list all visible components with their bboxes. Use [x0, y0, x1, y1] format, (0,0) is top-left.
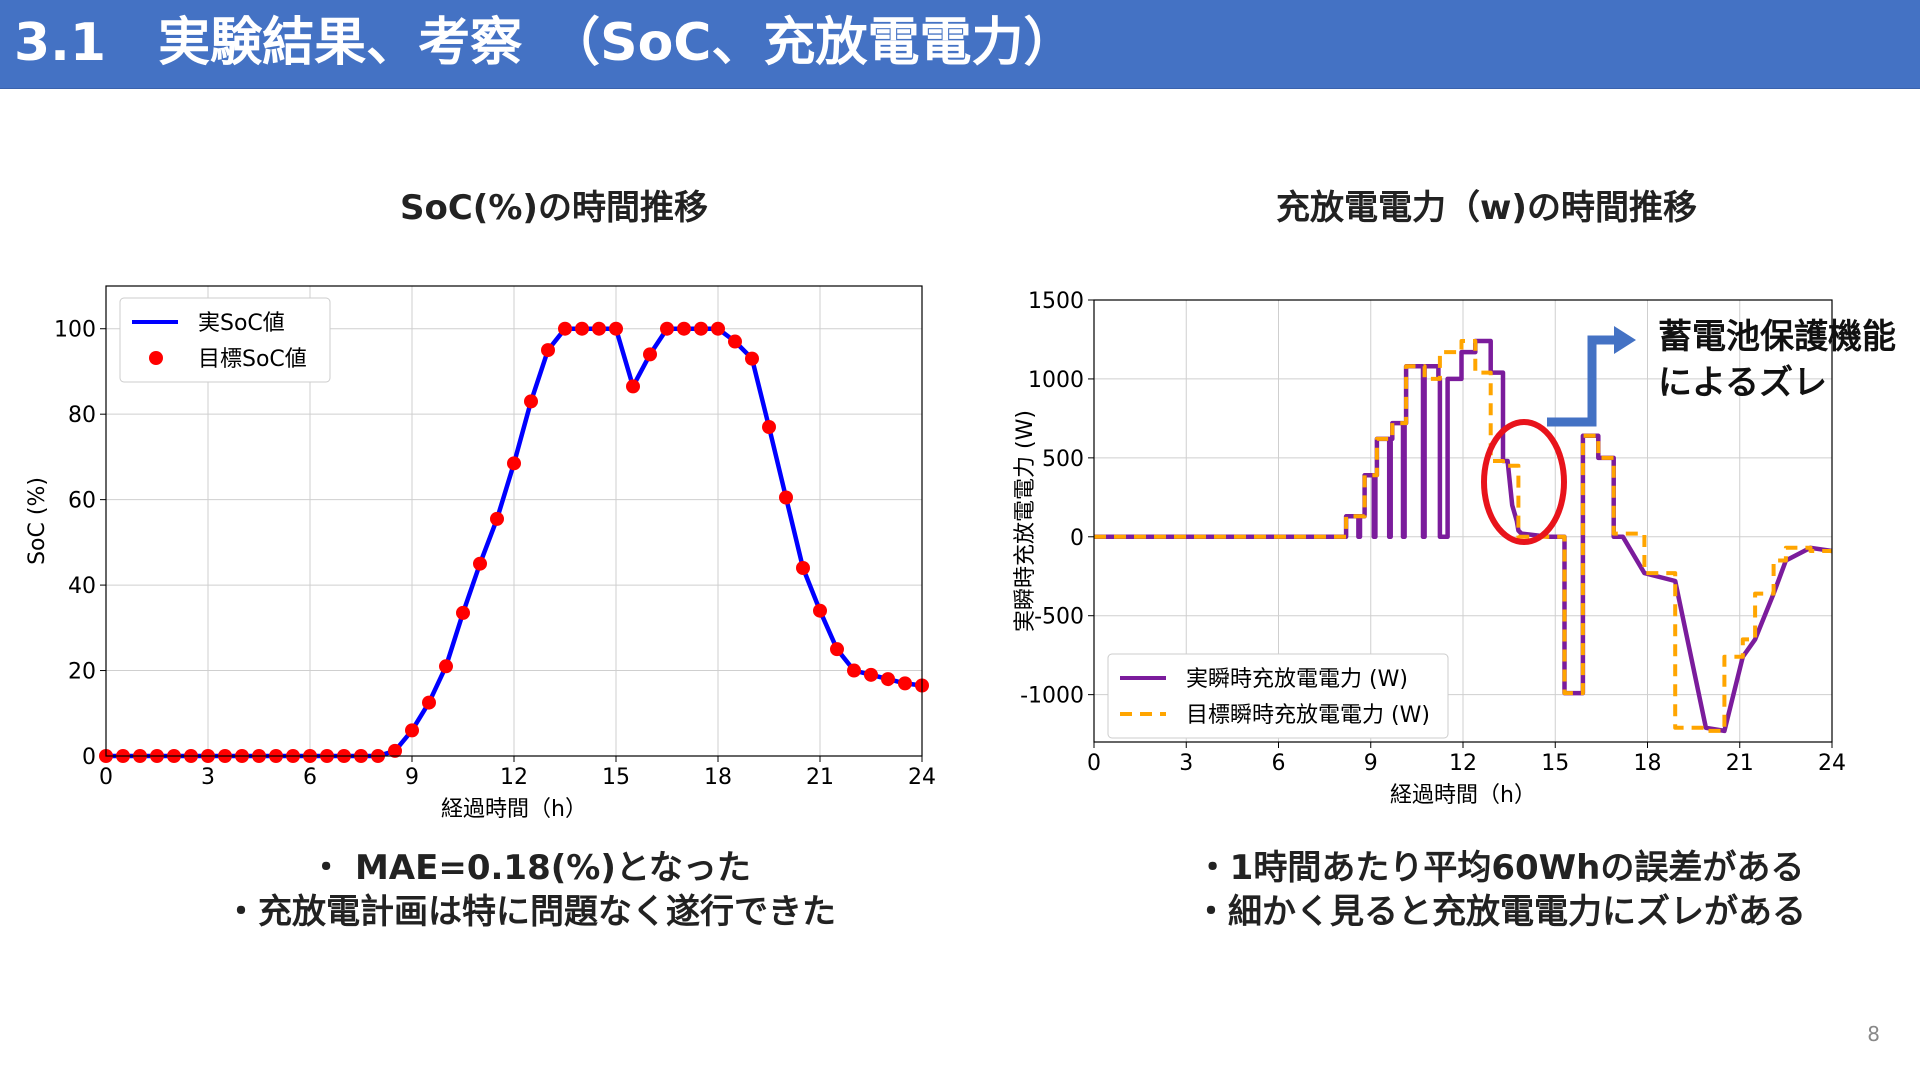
y-tick-label: -500 [1034, 605, 1084, 630]
data-point [711, 321, 725, 336]
x-tick-label: 6 [303, 765, 317, 790]
y-tick-label: 100 [54, 318, 96, 343]
data-point [626, 379, 640, 394]
data-point [694, 321, 708, 336]
data-point [456, 605, 470, 620]
data-point [575, 321, 589, 336]
x-tick-label: 24 [1818, 751, 1846, 776]
x-tick-label: 18 [704, 765, 732, 790]
y-tick-label: 0 [1070, 526, 1084, 551]
data-point [796, 561, 810, 575]
data-point [609, 321, 623, 336]
callout-arrow-line [1547, 335, 1618, 427]
x-tick-label: 12 [1449, 751, 1477, 776]
soc-bullets: ・ MAE=0.18(%)となった ・充放電計画は特に問題なく遂行できた [120, 846, 940, 934]
x-tick-label: 21 [806, 765, 834, 790]
soc-chart-title: SoC(%)の時間推移 [400, 188, 708, 228]
data-point [422, 695, 436, 710]
page-number: 8 [1867, 1022, 1880, 1046]
series-line [1094, 339, 1832, 733]
y-tick-label: 60 [68, 489, 96, 514]
x-tick-label: 9 [405, 765, 419, 790]
x-tick-label: 0 [1087, 751, 1101, 776]
data-point [643, 347, 657, 362]
y-tick-label: 0 [82, 745, 96, 770]
legend-box [119, 297, 331, 383]
x-tick-label: 15 [602, 765, 630, 790]
power-bullet-2: ・細かく見ると充放電電力にズレがある [1194, 892, 1806, 932]
data-point [898, 676, 912, 691]
data-point [592, 321, 606, 336]
data-point [439, 659, 453, 674]
y-tick-label: 80 [68, 403, 96, 428]
legend-label: 目標瞬時充放電電力 (W) [1186, 703, 1430, 728]
data-point [541, 343, 555, 358]
legend-marker [149, 351, 163, 365]
y-tick-label: 40 [68, 574, 96, 599]
callout-text: 蓄電池保護機能 によるズレ [1658, 314, 1896, 406]
data-point [558, 321, 572, 336]
data-point [847, 663, 861, 678]
x-tick-label: 6 [1272, 751, 1286, 776]
slide-title: 3.1 実験結果、考察 （SoC、充放電電力） [14, 13, 1076, 73]
data-point [864, 667, 878, 682]
data-point [490, 511, 504, 526]
soc-bullet-1: ・ MAE=0.18(%)となった [309, 848, 751, 888]
plot-frame [105, 285, 923, 757]
y-tick-label: 1500 [1028, 289, 1084, 314]
y-tick-label: 20 [68, 660, 96, 685]
y-axis-label: SoC (%) [25, 477, 50, 565]
data-point [881, 672, 895, 687]
data-point [507, 456, 521, 471]
data-point [660, 321, 674, 336]
data-point [745, 351, 759, 366]
x-tick-label: 0 [99, 765, 113, 790]
x-tick-label: 9 [1364, 751, 1378, 776]
power-bullet-1: ・1時間あたり平均60Whの誤差がある [1195, 848, 1805, 888]
x-axis-label: 経過時間（h） [441, 797, 587, 822]
legend-label: 実瞬時充放電電力 (W) [1186, 667, 1408, 692]
header-bar: 3.1 実験結果、考察 （SoC、充放電電力） [0, 0, 1920, 88]
data-point [677, 321, 691, 336]
x-tick-label: 15 [1541, 751, 1569, 776]
callout-arrow-head [1614, 326, 1636, 354]
legend-label: 目標SoC値 [198, 347, 307, 372]
callout-line-1: 蓄電池保護機能 [1658, 317, 1896, 357]
power-bullets: ・1時間あたり平均60Whの誤差がある ・細かく見ると充放電電力にズレがある [1100, 846, 1900, 934]
x-axis-label: 経過時間（h） [1390, 783, 1536, 808]
data-point [813, 603, 827, 618]
x-tick-label: 3 [1179, 751, 1193, 776]
callout-line-2: によるズレ [1658, 363, 1827, 403]
data-point [473, 556, 487, 571]
soc-chart: 0 3 6 9 12 15 18 21 24 0 20 40 60 80 100 経過時間（h） SoC (%)… [25, 285, 936, 822]
data-point [728, 334, 742, 349]
data-point [405, 723, 419, 738]
data-point [524, 394, 538, 409]
plot-frame [1093, 299, 1833, 743]
y-axis-label: 実瞬時充放電電力 (W) [1013, 410, 1038, 632]
data-point [779, 490, 793, 505]
x-tick-label: 24 [908, 765, 936, 790]
y-tick-label: 1000 [1028, 368, 1084, 393]
soc-bullet-2: ・充放電計画は特に問題なく遂行できた [224, 892, 836, 932]
data-point [388, 743, 402, 758]
x-tick-label: 3 [201, 765, 215, 790]
highlight-ellipse [1481, 419, 1567, 545]
legend-box [1107, 653, 1449, 739]
x-tick-label: 18 [1634, 751, 1662, 776]
x-tick-label: 12 [500, 765, 528, 790]
power-chart: 0 3 6 9 12 15 18 21 24 -1000 -500 0 500 1000 1500 経過時間（… [1013, 289, 1846, 808]
data-point [762, 420, 776, 434]
data-point [830, 642, 844, 657]
y-tick-label: 500 [1042, 447, 1084, 472]
power-chart-title: 充放電電力（w)の時間推移 [1276, 188, 1697, 228]
legend-label: 実SoC値 [198, 311, 285, 336]
y-tick-label: -1000 [1020, 684, 1084, 709]
x-tick-label: 21 [1726, 751, 1754, 776]
